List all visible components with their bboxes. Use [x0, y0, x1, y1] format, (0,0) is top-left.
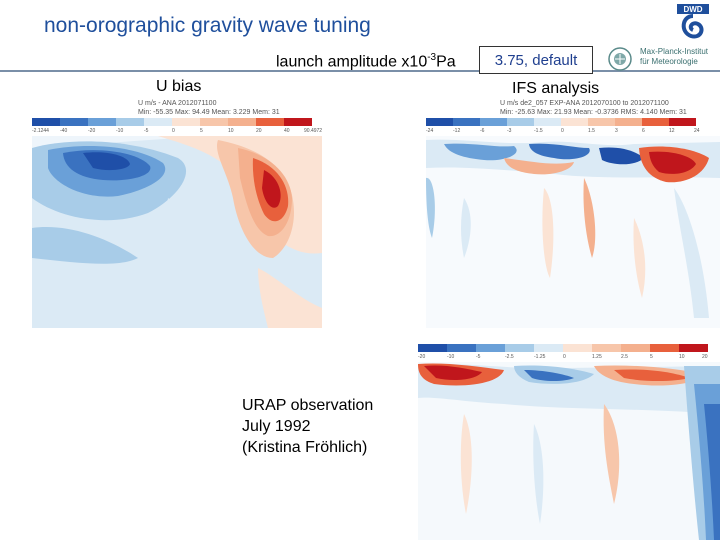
ifs-tick-3: -3 — [507, 128, 512, 134]
ifs-contour-field — [426, 136, 720, 328]
dwd-logo-icon: DWD — [677, 4, 709, 39]
subtitle-prefix: launch amplitude x10 — [276, 53, 428, 71]
urap-label: URAP observation July 1992 (Kristina Frö… — [242, 395, 373, 458]
ifs-tick-4: -1.5 — [534, 128, 543, 134]
ifs-tick-8: 6 — [642, 128, 645, 134]
ubias-tick-7: 10 — [228, 128, 234, 134]
ifs-tick-5: 0 — [561, 128, 564, 134]
urap-tick-1: -10 — [447, 354, 454, 360]
urap-tick-6: 1.25 — [592, 354, 602, 360]
ifs-header-line1: U m/s de2_057 EXP-ANA 2012070100 to 2012… — [500, 100, 669, 107]
slide-title: non-orographic gravity wave tuning — [44, 14, 371, 37]
highlight-box: 3.75, default — [479, 46, 593, 74]
mpi-logo-icon — [608, 47, 632, 71]
ubias-tick-5: 0 — [172, 128, 175, 134]
ubias-header-line2: Min: -55.35 Max: 94.49 Mean: 3.229 Mem: … — [138, 109, 280, 116]
ifs-tick-6: 1.5 — [588, 128, 595, 134]
ubias-colorbar — [32, 118, 312, 126]
ubias-header-line1: U m/s - ANA 2012071100 — [138, 100, 217, 107]
ifs-tick-1: -12 — [453, 128, 460, 134]
ubias-tick-10: 90.4972 — [304, 128, 322, 134]
subtitle-exponent: -3 — [427, 52, 437, 63]
ubias-contour-field — [32, 136, 322, 328]
subtitle: launch amplitude x10-3Pa — [276, 52, 456, 71]
ifs-tick-10: 24 — [694, 128, 700, 134]
ifs-tick-9: 12 — [669, 128, 675, 134]
ubias-tick-2: -20 — [88, 128, 95, 134]
urap-tick-8: 5 — [650, 354, 653, 360]
subtitle-unit: Pa — [436, 53, 456, 71]
urap-tick-0: -20 — [418, 354, 425, 360]
ifs-tick-0: -24 — [426, 128, 433, 134]
urap-tick-10: 20 — [702, 354, 708, 360]
urap-tick-4: -1.25 — [534, 354, 546, 360]
ubias-tick-6: 5 — [200, 128, 203, 134]
ifs-colorbar — [426, 118, 696, 126]
ifs-header-line2: Min: -25.63 Max: 21.93 Mean: -0.3736 RMS… — [500, 109, 687, 116]
ubias-colorbar-ticks: -2.1244 -40 -20 -10 -5 0 5 10 20 40 90.4… — [32, 128, 322, 134]
ubias-tick-4: -5 — [144, 128, 149, 134]
ubias-tick-9: 40 — [284, 128, 290, 134]
ifs-colorbar-ticks: -24 -12 -6 -3 -1.5 0 1.5 3 6 12 24 — [426, 128, 700, 134]
ubias-tick-3: -10 — [116, 128, 123, 134]
dwd-logo-text: DWD — [683, 5, 702, 14]
urap-tick-9: 10 — [679, 354, 685, 360]
ubias-plot: -2.1244 -40 -20 -10 -5 0 5 10 20 40 90.4… — [32, 118, 322, 328]
mpi-logo-text: Max-Planck-Institut für Meteorologie — [640, 47, 716, 67]
urap-contour-field — [418, 362, 720, 540]
ubias-tick-8: 20 — [256, 128, 262, 134]
urap-label-line1: URAP observation — [242, 397, 374, 414]
urap-tick-7: 2.5 — [621, 354, 628, 360]
ifs-tick-2: -6 — [480, 128, 485, 134]
urap-colorbar — [418, 344, 708, 352]
urap-label-line3: (Kristina Fröhlich) — [242, 439, 368, 456]
urap-plot: -20 -10 -5 -2.5 -1.25 0 1.25 2.5 5 10 20 — [418, 344, 720, 540]
ifs-tick-7: 3 — [615, 128, 618, 134]
ifs-label: IFS analysis — [512, 80, 600, 97]
ubias-tick-1: -40 — [60, 128, 67, 134]
urap-tick-5: 0 — [563, 354, 566, 360]
ubias-tick-0: -2.1244 — [32, 128, 49, 134]
urap-colorbar-ticks: -20 -10 -5 -2.5 -1.25 0 1.25 2.5 5 10 20 — [418, 354, 708, 360]
urap-tick-3: -2.5 — [505, 354, 514, 360]
urap-label-line2: July 1992 — [242, 418, 311, 435]
title-divider — [0, 70, 720, 72]
ubias-label: U bias — [156, 78, 202, 95]
urap-tick-2: -5 — [476, 354, 481, 360]
mpi-text-line1: Max-Planck-Institut — [640, 47, 709, 56]
mpi-text-line2: für Meteorologie — [640, 57, 698, 66]
ifs-plot: -24 -12 -6 -3 -1.5 0 1.5 3 6 12 24 — [426, 118, 720, 328]
